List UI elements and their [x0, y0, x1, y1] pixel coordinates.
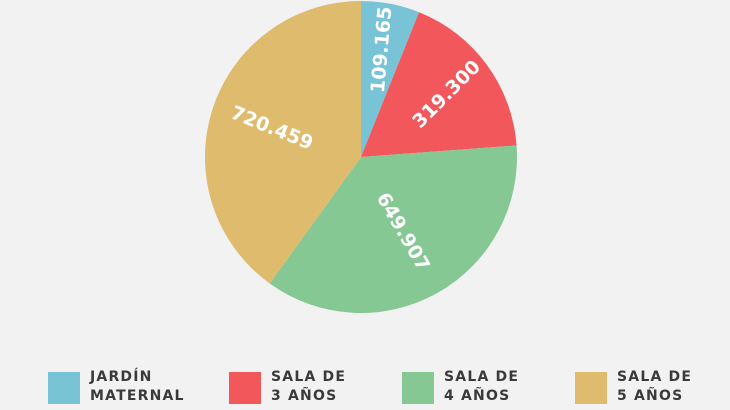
pie-slice: [361, 0, 420, 157]
legend-label: SALA DE 5 AÑOS: [617, 369, 693, 404]
legend-label: SALA DE 4 AÑOS: [444, 369, 520, 404]
legend-swatch: [575, 372, 607, 404]
legend: JARDÍN MATERNAL SALA DE 3 AÑOS SALA DE 4…: [0, 368, 730, 410]
pie-slice: [361, 12, 517, 158]
pie-slice: [204, 1, 361, 284]
pie-slice: [269, 145, 517, 313]
legend-swatch: [48, 372, 80, 404]
legend-swatch: [229, 372, 261, 404]
legend-label: JARDÍN MATERNAL: [90, 369, 185, 404]
legend-label: SALA DE 3 AÑOS: [271, 369, 347, 404]
legend-swatch: [402, 372, 434, 404]
